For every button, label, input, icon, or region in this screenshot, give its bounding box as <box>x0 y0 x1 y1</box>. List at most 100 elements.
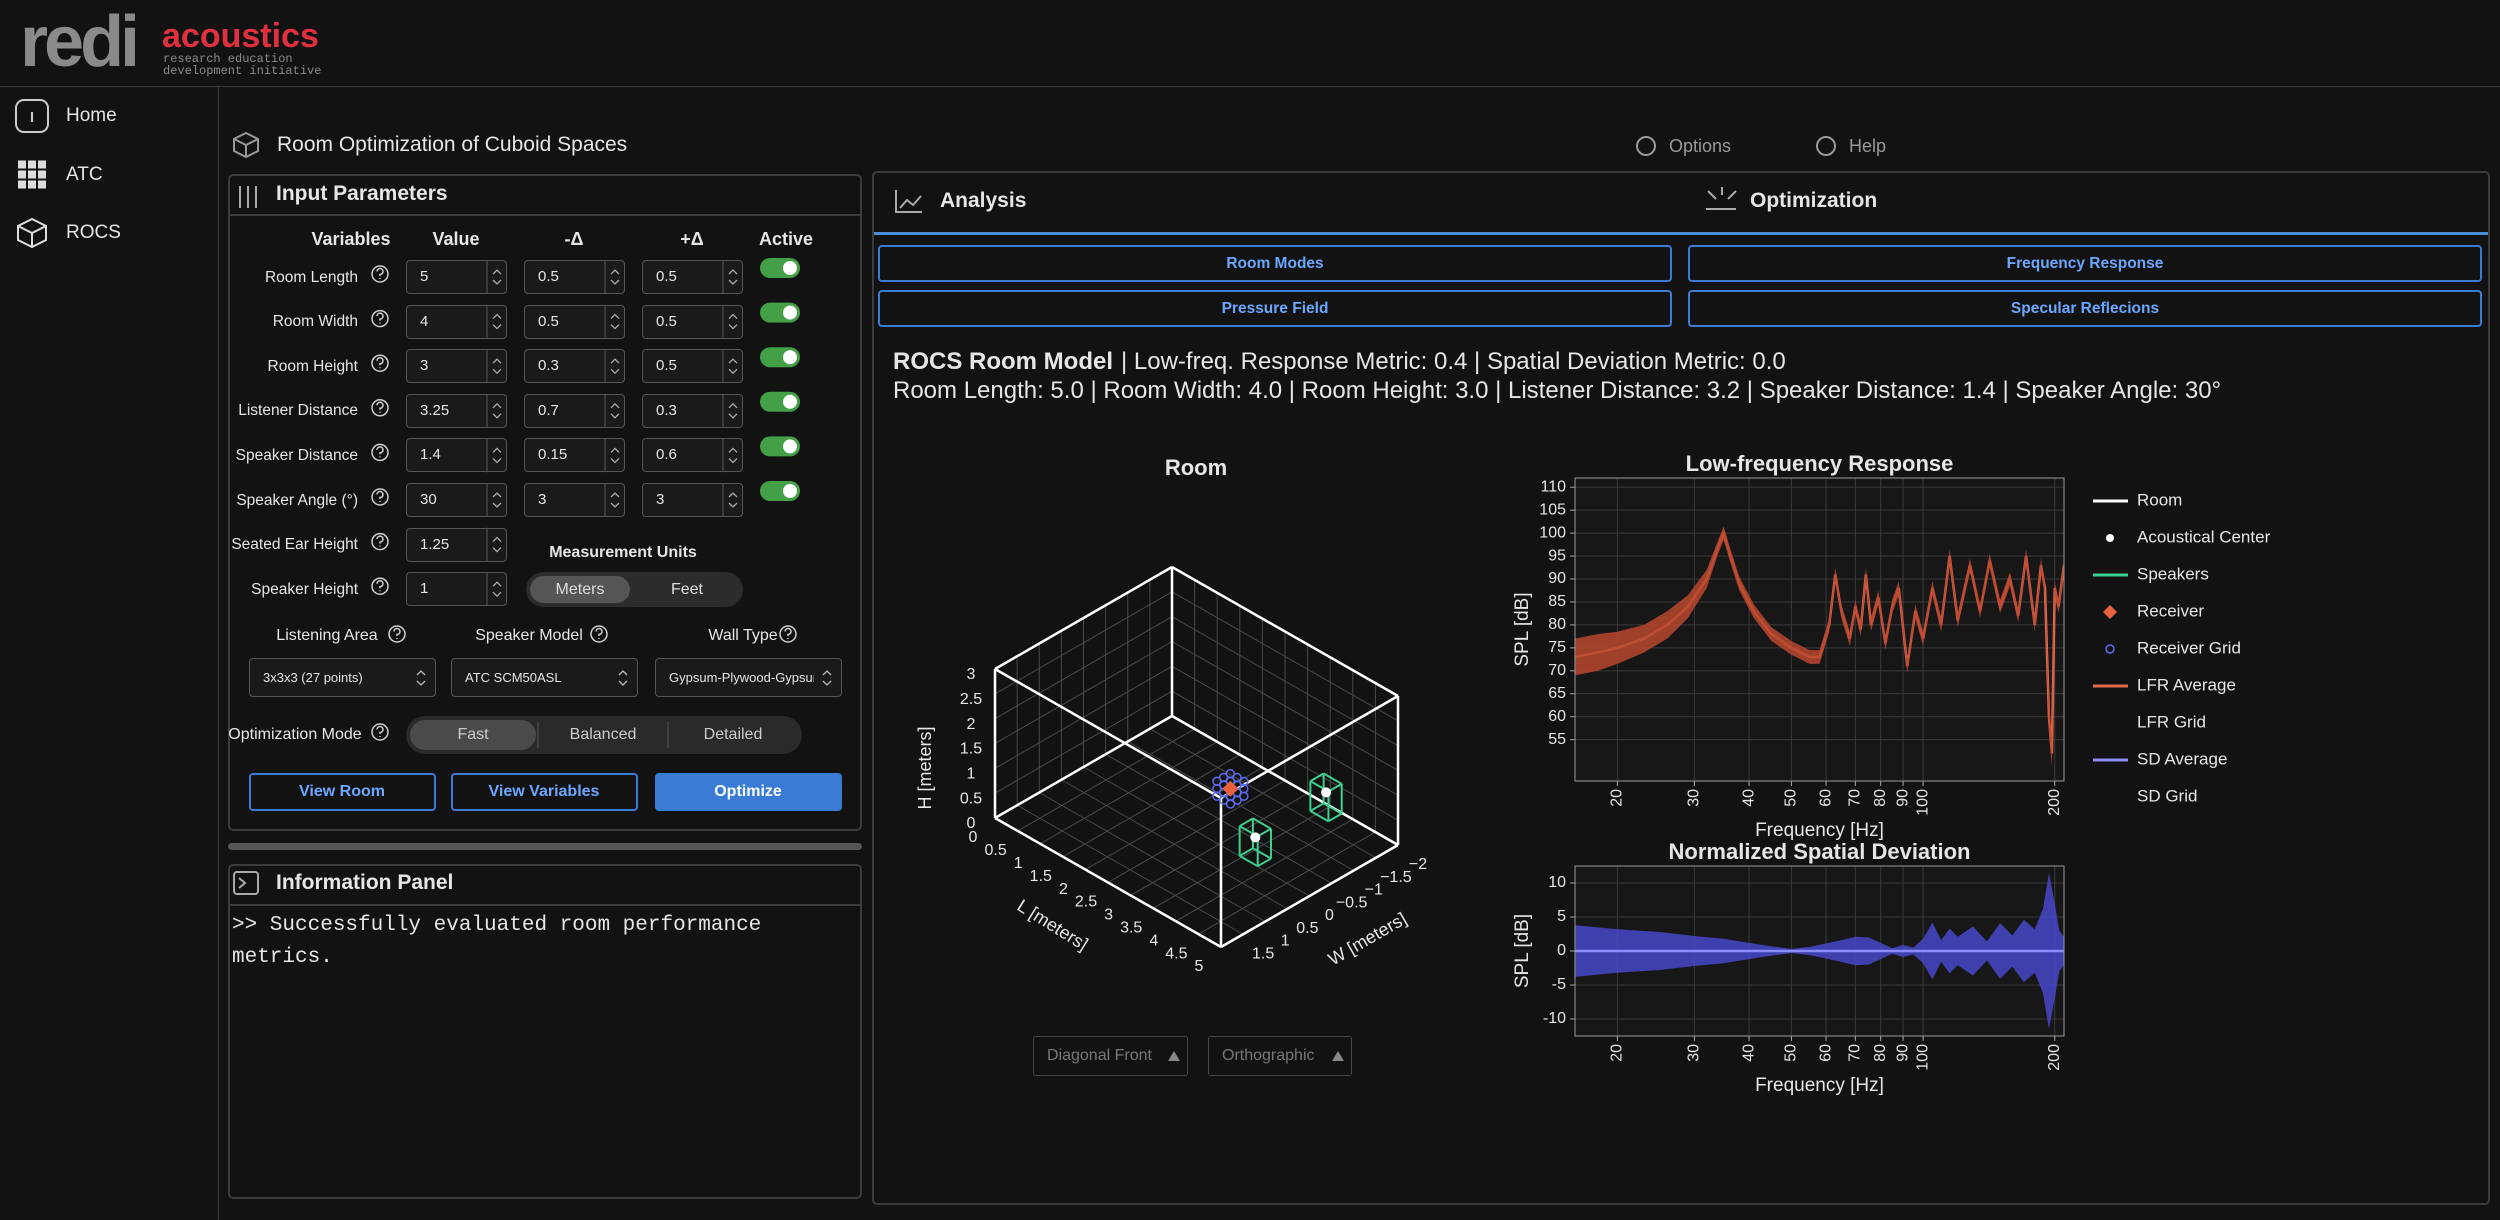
toolbar-button[interactable]: Options <box>1669 136 1732 156</box>
input-value: 4 <box>420 312 429 330</box>
input-value: 1.25 <box>420 535 450 553</box>
input-value: 0.5 <box>538 312 559 330</box>
variable-label: Seated Ear Height <box>231 536 358 554</box>
info-message: >> Successfully evaluated room performan… <box>232 914 762 969</box>
input-value: 0.3 <box>538 357 559 375</box>
number-input[interactable] <box>642 393 743 428</box>
input-value: 0.3 <box>656 401 677 419</box>
number-input[interactable] <box>524 260 625 294</box>
select-box[interactable] <box>655 658 842 697</box>
variable-label: Room Length <box>264 268 358 286</box>
view-button[interactable] <box>878 290 1672 327</box>
optimization-mode-label: Optimization Mode <box>228 726 362 743</box>
select-box[interactable] <box>249 658 436 697</box>
action-button[interactable] <box>655 773 842 811</box>
panel-splitter[interactable] <box>228 843 862 850</box>
mode-option[interactable]: Detailed <box>703 726 763 743</box>
action-button[interactable] <box>249 773 436 811</box>
number-input[interactable] <box>406 349 507 384</box>
cube-icon <box>233 131 259 159</box>
view-button-label: Specular Reflecions <box>2010 300 2160 317</box>
mode-selected <box>410 720 536 750</box>
number-input[interactable] <box>524 304 625 339</box>
select-label: Speaker Model <box>475 627 583 644</box>
cube-icon <box>17 217 47 249</box>
action-button[interactable] <box>451 773 638 811</box>
information-panel-divider <box>228 904 862 906</box>
input-value: 0.5 <box>656 312 677 330</box>
view-button[interactable] <box>878 245 1672 282</box>
number-input[interactable] <box>406 438 507 473</box>
number-input[interactable] <box>642 304 743 339</box>
input-value: 0.5 <box>656 268 677 285</box>
view-control-label: Diagonal Front <box>1047 1047 1152 1064</box>
mode-option[interactable]: Balanced <box>569 726 637 743</box>
action-button-label: View Room <box>299 783 385 800</box>
input-panel-divider <box>228 214 862 216</box>
view-button-label: Room Modes <box>1226 255 1324 272</box>
panel-title: Input Parameters <box>276 182 448 205</box>
number-input[interactable] <box>406 260 507 294</box>
select-label: Wall Type <box>708 627 778 644</box>
number-input[interactable] <box>406 572 507 607</box>
input-value: 0.5 <box>538 268 559 285</box>
number-input[interactable] <box>406 393 507 428</box>
number-input[interactable] <box>406 483 507 517</box>
information-panel <box>228 864 862 1199</box>
summary-line: ROCS Room Model | Low-freq. Response Metr… <box>893 348 1786 376</box>
input-value: 3 <box>420 357 429 375</box>
number-input[interactable] <box>524 349 625 384</box>
toolbar-button[interactable]: Help <box>1849 136 1887 156</box>
input-value: 0.7 <box>538 401 559 419</box>
variable-label: Listener Distance <box>238 402 358 420</box>
number-input[interactable] <box>406 304 507 339</box>
atc-icon <box>38 170 46 179</box>
number-input[interactable] <box>642 438 743 473</box>
view-button[interactable] <box>1688 245 2482 282</box>
variable-label: Room Height <box>267 357 358 375</box>
units-option[interactable]: Meters <box>555 581 605 598</box>
input-value: 1 <box>420 580 429 598</box>
tab[interactable]: Analysis <box>940 189 1027 212</box>
input-value: 0.5 <box>656 357 677 375</box>
number-input[interactable] <box>642 483 743 517</box>
atc-icon <box>28 180 36 189</box>
measurement-units-title: Measurement Units <box>549 544 697 561</box>
number-input[interactable] <box>406 527 507 562</box>
select-value: 3x3x3 (27 points) <box>263 670 363 685</box>
sidebar-divider <box>218 86 219 1220</box>
input-value: 0.15 <box>538 446 568 464</box>
number-input[interactable] <box>642 260 743 294</box>
logo-word: redi <box>20 2 140 82</box>
tab-underline <box>874 232 2488 235</box>
atc-icon <box>18 170 26 179</box>
page-title: Room Optimization of Cuboid Spaces <box>277 133 628 156</box>
action-button-label: Optimize <box>714 783 782 800</box>
atc-icon <box>18 180 26 189</box>
number-input[interactable] <box>524 393 625 428</box>
view-control[interactable] <box>1033 1036 1188 1076</box>
logo-tagline: development initiative <box>163 64 322 78</box>
analysis-panel <box>872 171 2490 1205</box>
action-button-label: View Variables <box>488 783 600 800</box>
units-option[interactable]: Feet <box>670 581 703 598</box>
view-control[interactable] <box>1208 1036 1352 1076</box>
sidebar-item[interactable]: ROCS <box>66 222 121 243</box>
tab[interactable]: Optimization <box>1750 189 1878 212</box>
number-input[interactable] <box>642 349 743 384</box>
select-value: Gypsum-Plywood-Gypsum <box>669 670 814 685</box>
column-header: -Δ <box>564 229 584 249</box>
input-value: 5 <box>420 268 429 285</box>
input-value: 3 <box>538 491 547 508</box>
view-button[interactable] <box>1688 290 2482 327</box>
atc-icon <box>18 160 26 169</box>
number-input[interactable] <box>524 483 625 517</box>
sidebar-item[interactable]: ATC <box>66 163 103 185</box>
number-input[interactable] <box>524 438 625 473</box>
atc-icon <box>28 170 36 179</box>
mode-option[interactable]: Fast <box>457 726 489 743</box>
column-header: Variables <box>311 229 391 249</box>
variable-label: Speaker Distance <box>235 446 358 464</box>
sidebar-item[interactable]: Home <box>66 105 117 126</box>
select-box[interactable] <box>451 658 638 697</box>
